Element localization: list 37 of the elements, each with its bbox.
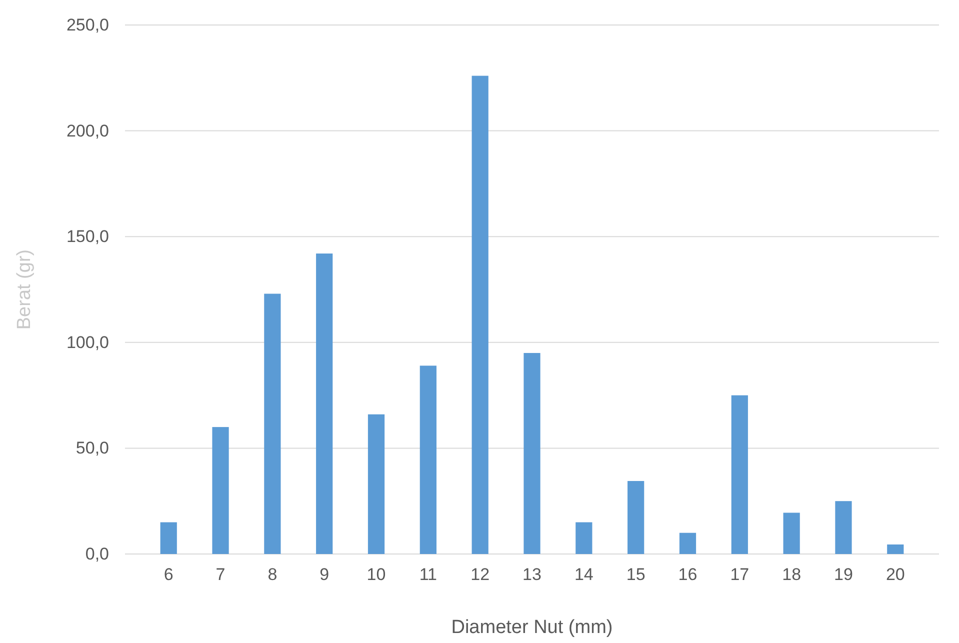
bar xyxy=(524,352,540,554)
bar xyxy=(420,366,436,554)
x-tick-label: 20 xyxy=(886,565,905,584)
bar xyxy=(212,427,229,554)
x-tick-label: 15 xyxy=(626,565,646,584)
x-tick-label: 19 xyxy=(834,565,853,584)
x-tick-label: 9 xyxy=(320,565,330,584)
bar xyxy=(368,414,385,554)
bar xyxy=(628,481,644,554)
y-tick-label: 50,0 xyxy=(76,438,109,458)
y-tick-label: 0,0 xyxy=(85,544,109,564)
bar xyxy=(783,512,800,554)
bar xyxy=(316,254,333,554)
x-tick-label: 16 xyxy=(678,565,698,584)
bar xyxy=(731,395,748,554)
x-tick-label: 8 xyxy=(268,565,278,584)
y-tick-label: 150,0 xyxy=(66,227,109,246)
bar xyxy=(887,544,904,554)
x-tick-label: 13 xyxy=(522,565,542,584)
y-tick-label: 250,0 xyxy=(66,15,109,34)
y-tick-label: 200,0 xyxy=(66,121,109,140)
x-tick-label: 18 xyxy=(782,565,802,584)
x-tick-label: 7 xyxy=(216,565,226,584)
bar xyxy=(679,532,696,554)
x-tick-label: 6 xyxy=(164,565,174,584)
x-axis-title: Diameter Nut (mm) xyxy=(451,617,613,638)
bar xyxy=(835,501,852,554)
y-tick-label: 100,0 xyxy=(66,332,109,352)
x-tick-label: 14 xyxy=(574,565,594,584)
x-tick-label: 11 xyxy=(419,565,437,584)
bar xyxy=(264,294,281,554)
x-tick-label: 12 xyxy=(470,565,490,584)
x-tick-label: 17 xyxy=(730,565,750,584)
bar xyxy=(576,522,592,554)
x-tick-label: 10 xyxy=(366,565,386,584)
bar xyxy=(472,76,488,554)
bar xyxy=(160,522,177,554)
